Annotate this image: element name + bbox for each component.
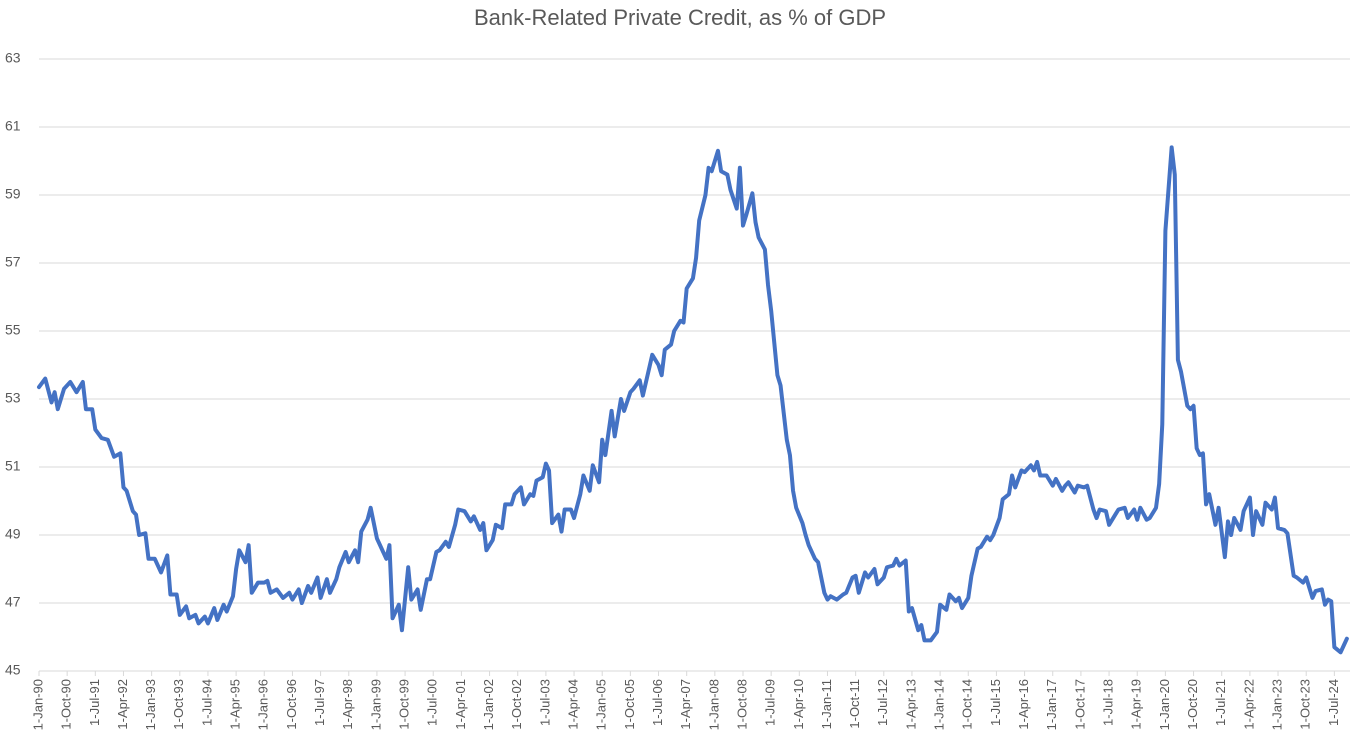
x-tick-label: 1-Oct-17: [1072, 679, 1087, 730]
x-tick-label: 1-Jul-21: [1213, 679, 1228, 726]
x-tick-label: 1-Apr-01: [453, 679, 468, 730]
x-tick-label: 1-Apr-98: [340, 679, 355, 730]
x-tick-label: 1-Apr-22: [1241, 679, 1256, 730]
x-tick-label: 1-Jan-90: [30, 679, 45, 730]
y-tick-label: 59: [5, 186, 21, 202]
x-tick-label: 1-Jul-09: [763, 679, 778, 726]
x-tick-label: 1-Jan-20: [1157, 679, 1172, 730]
y-tick-label: 63: [5, 50, 21, 66]
x-tick-label: 1-Jan-11: [819, 679, 834, 729]
x-tick-label: 1-Oct-20: [1185, 679, 1200, 730]
x-tick-label: 1-Jan-05: [594, 679, 609, 730]
x-tick-label: 1-Oct-90: [59, 679, 74, 730]
data-line: [37, 145, 1349, 655]
x-tick-label: 1-Jan-99: [368, 679, 383, 730]
x-tick-label: 1-Apr-13: [903, 679, 918, 730]
x-tick-label: 1-Jul-03: [537, 679, 552, 726]
x-tick-label: 1-Apr-16: [1016, 679, 1031, 730]
x-tick-label: 1-Jul-94: [199, 679, 214, 726]
x-tick-label: 1-Jan-23: [1269, 679, 1284, 730]
y-tick-label: 57: [5, 254, 21, 270]
x-tick-label: 1-Apr-92: [115, 679, 130, 730]
x-tick-label: 1-Jul-18: [1101, 679, 1116, 726]
y-tick-label: 55: [5, 322, 21, 338]
x-tick-label: 1-Oct-05: [622, 679, 637, 730]
x-tick-label: 1-Jul-15: [988, 679, 1003, 726]
x-tick-label: 1-Jul-91: [87, 679, 102, 726]
x-tick-label: 1-Jan-96: [256, 679, 271, 730]
x-tick-label: 1-Oct-14: [960, 679, 975, 730]
y-tick-label: 61: [5, 118, 21, 134]
x-tick-label: 1-Jan-93: [143, 679, 158, 730]
x-tick-label: 1-Jul-00: [425, 679, 440, 726]
x-tick-label: 1-Jul-97: [312, 679, 327, 726]
x-tick-label: 1-Oct-08: [734, 679, 749, 730]
y-tick-label: 49: [5, 526, 21, 542]
x-tick-label: 1-Jul-24: [1326, 679, 1341, 726]
x-tick-label: 1-Jan-02: [481, 679, 496, 730]
x-tick-label: 1-Apr-07: [678, 679, 693, 730]
x-tick-label: 1-Oct-11: [847, 679, 862, 729]
x-tick-label: 1-Apr-95: [228, 679, 243, 730]
x-tick-label: 1-Jan-14: [932, 679, 947, 730]
x-tick-label: 1-Jul-12: [875, 679, 890, 726]
x-tick-label: 1-Jul-06: [650, 679, 665, 726]
y-tick-label: 45: [5, 662, 21, 678]
x-tick-label: 1-Oct-96: [284, 679, 299, 730]
x-tick-label: 1-Oct-99: [397, 679, 412, 730]
x-tick-label: 1-Oct-02: [509, 679, 524, 730]
x-tick-label: 1-Jan-17: [1044, 679, 1059, 730]
x-tick-label: 1-Oct-93: [171, 679, 186, 730]
x-tick-label: 1-Apr-19: [1129, 679, 1144, 730]
x-tick-label: 1-Jan-08: [706, 679, 721, 730]
chart-title: Bank-Related Private Credit, as % of GDP: [474, 5, 886, 30]
x-tick-label: 1-Apr-04: [565, 679, 580, 730]
x-tick-label: 1-Oct-23: [1298, 679, 1313, 730]
y-tick-label: 51: [5, 458, 21, 474]
y-tick-label: 53: [5, 390, 21, 406]
x-tick-label: 1-Apr-10: [791, 679, 806, 730]
y-tick-label: 47: [5, 594, 21, 610]
